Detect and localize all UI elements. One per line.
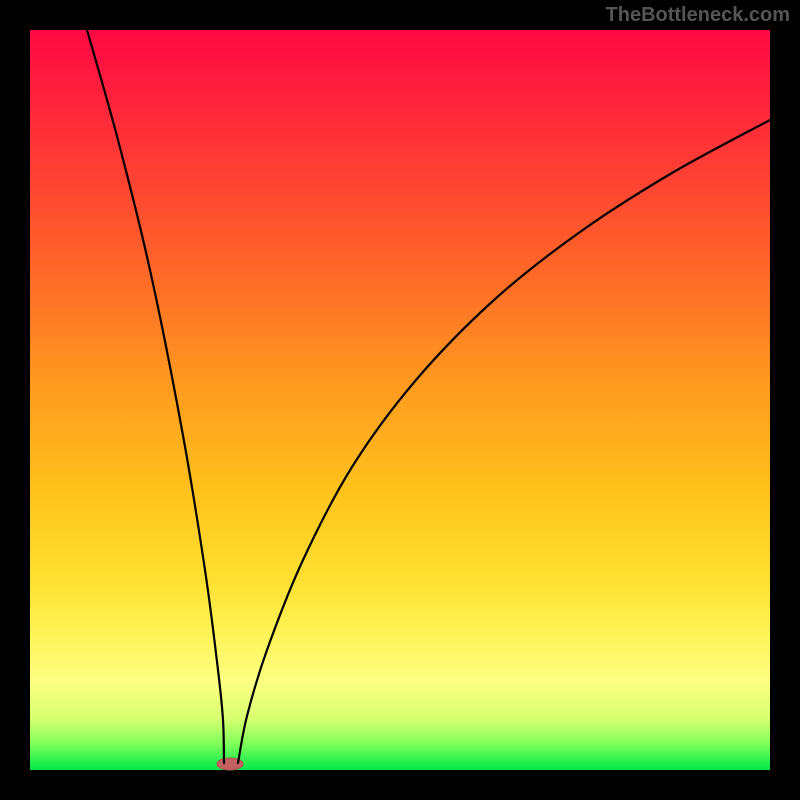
chart-svg	[0, 0, 800, 800]
bottleneck-chart: TheBottleneck.com	[0, 0, 800, 800]
attribution-label: TheBottleneck.com	[606, 4, 790, 27]
